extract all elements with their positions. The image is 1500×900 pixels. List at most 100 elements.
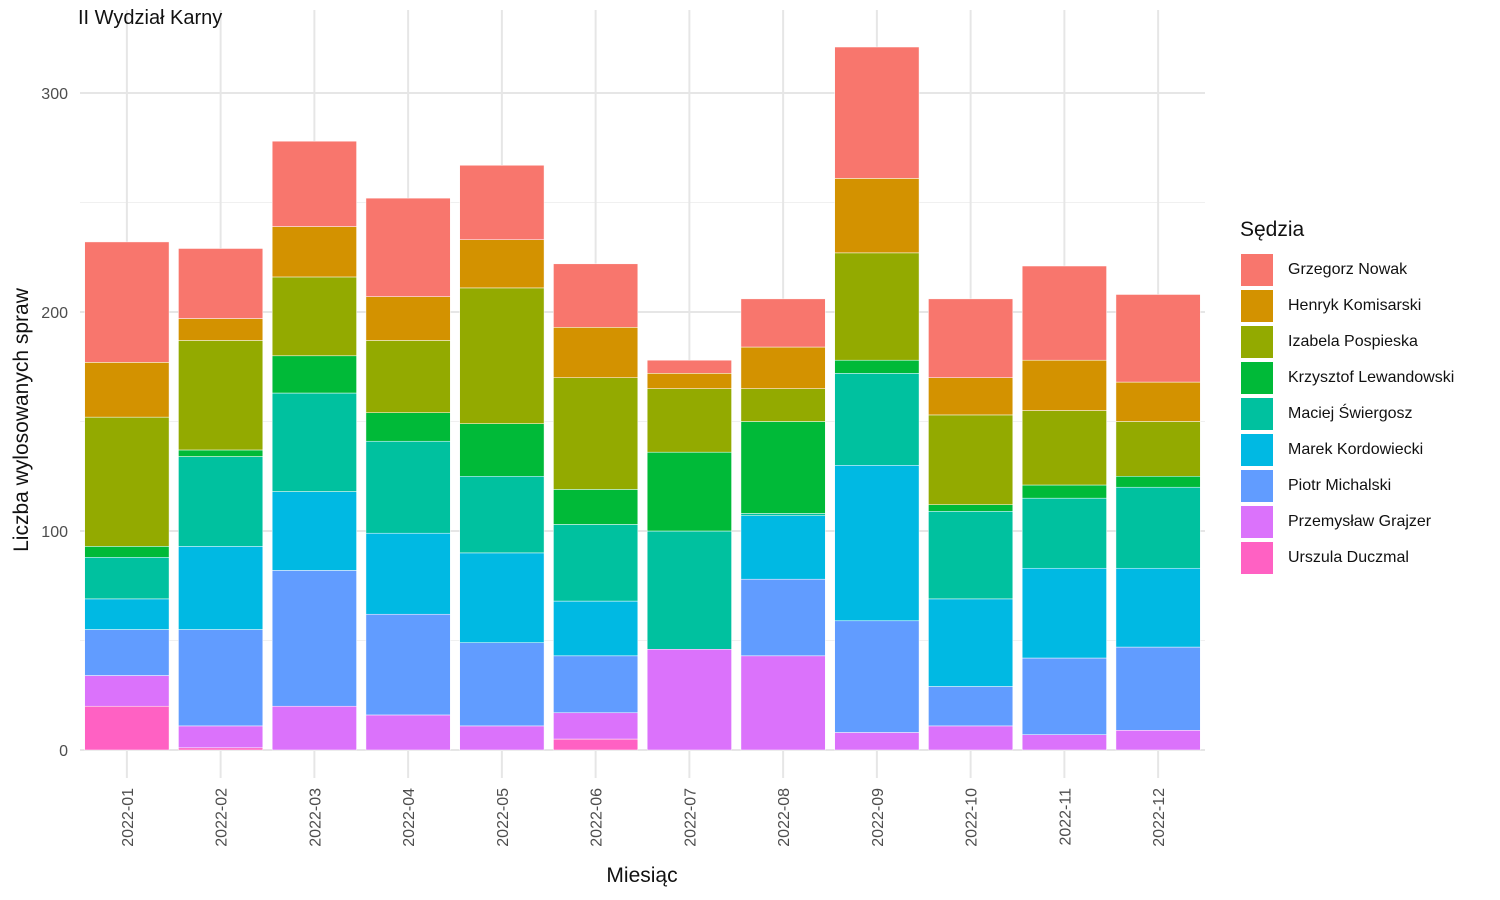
bar-segment (271, 570, 357, 707)
bar-segment (178, 318, 264, 341)
bar-segment (834, 465, 920, 622)
bar-segment (365, 340, 451, 413)
bar-segment (740, 578, 826, 657)
bar-segment (271, 392, 357, 492)
legend-item: Maciej Świergosz (1240, 396, 1454, 432)
bar-segment (553, 489, 639, 525)
legend-label: Marek Kordowiecki (1288, 441, 1424, 458)
legend-swatch (1240, 433, 1274, 467)
bar-segment (84, 705, 170, 751)
legend-swatch (1240, 289, 1274, 323)
legend-item: Krzysztof Lewandowski (1240, 360, 1454, 396)
bar-segment (271, 226, 357, 278)
bar-segment (1021, 657, 1107, 735)
bar-segment (740, 346, 826, 389)
bar-segment (928, 377, 1014, 416)
legend-swatch (1240, 253, 1274, 287)
legend-label: Grzegorz Nowak (1288, 261, 1408, 278)
x-axis-title: Miesiąc (606, 864, 678, 887)
bar-segment (740, 655, 826, 751)
bar-segment (928, 298, 1014, 378)
bar-segment (553, 600, 639, 657)
x-tick-label: 2022-05 (495, 788, 512, 847)
bar-segment (646, 530, 732, 650)
bar-segment (178, 340, 264, 451)
bar-segment (459, 642, 545, 727)
bar-segment (928, 504, 1014, 512)
bar-segment (459, 476, 545, 554)
bar-segment (271, 355, 357, 394)
legend-label: Henryk Komisarski (1288, 297, 1422, 314)
bar-segment (553, 263, 639, 328)
x-tick-label: 2022-04 (401, 788, 418, 847)
x-tick-label: 2022-12 (1151, 788, 1168, 847)
bar-segment (365, 532, 451, 615)
bar-segment (84, 598, 170, 630)
legend-swatch (1240, 469, 1274, 503)
bar-segment (834, 46, 920, 179)
bar-segment (84, 557, 170, 600)
x-tick-label: 2022-07 (682, 788, 699, 847)
x-tick-label: 2022-06 (589, 788, 606, 847)
bar-segment (1115, 486, 1201, 569)
bar-segment (553, 712, 639, 740)
x-tick-label: 2022-10 (964, 788, 981, 847)
bar-segment (1021, 497, 1107, 569)
bar-segment (271, 140, 357, 227)
legend-swatch (1240, 361, 1274, 395)
bar-segment (553, 327, 639, 378)
bar-segment (459, 165, 545, 240)
bar-segment (1115, 646, 1201, 731)
bar-segment (740, 388, 826, 422)
bar-segment (365, 440, 451, 534)
x-tick-label: 2022-02 (214, 788, 231, 847)
bar-segment (928, 598, 1014, 687)
legend-item: Urszula Duczmal (1240, 540, 1454, 576)
x-tick-label: 2022-09 (870, 788, 887, 847)
bar-segment (834, 252, 920, 361)
bar-segment (84, 629, 170, 676)
bar-segment (646, 649, 732, 751)
bar-segment (928, 686, 1014, 727)
bar-segment (1115, 730, 1201, 751)
legend-item: Marek Kordowiecki (1240, 432, 1454, 468)
bar-segment (553, 655, 639, 714)
bar-segment (459, 725, 545, 751)
y-tick-labels: 0 100 200 300 (41, 86, 68, 760)
bar-segment (459, 423, 545, 477)
bar-segment (271, 276, 357, 357)
bar-segment (1115, 476, 1201, 488)
x-tick-label: 2022-01 (120, 788, 137, 847)
legend-label: Piotr Michalski (1288, 477, 1392, 494)
bar-segment (178, 449, 264, 457)
bar-segment (365, 412, 451, 442)
bar-segment (365, 296, 451, 341)
legend-swatch (1240, 541, 1274, 575)
bar-segment (84, 675, 170, 707)
bar-segment (834, 732, 920, 751)
bar-segment (1021, 484, 1107, 499)
y-tick-label: 200 (41, 305, 68, 322)
bar-segment (553, 738, 639, 751)
bar-segment (553, 524, 639, 602)
bar-segment (834, 178, 920, 254)
bar-segment (84, 362, 170, 418)
legend-swatch (1240, 505, 1274, 539)
bar-segment (834, 373, 920, 466)
bar-segment (459, 287, 545, 424)
legend-item: Grzegorz Nowak (1240, 252, 1454, 288)
bar-segment (553, 377, 639, 490)
y-tick-label: 300 (41, 86, 68, 103)
bar-segment (178, 248, 264, 319)
bar-segment (646, 451, 732, 532)
bar-segment (365, 714, 451, 751)
bar-segment (1021, 567, 1107, 659)
bar-segment (459, 239, 545, 289)
bars (84, 46, 1201, 751)
bar-segment (84, 546, 170, 558)
legend-label: Krzysztof Lewandowski (1288, 369, 1455, 386)
bar-segment (646, 359, 732, 374)
legend-label: Maciej Świergosz (1288, 405, 1413, 422)
bar-segment (1115, 421, 1201, 477)
